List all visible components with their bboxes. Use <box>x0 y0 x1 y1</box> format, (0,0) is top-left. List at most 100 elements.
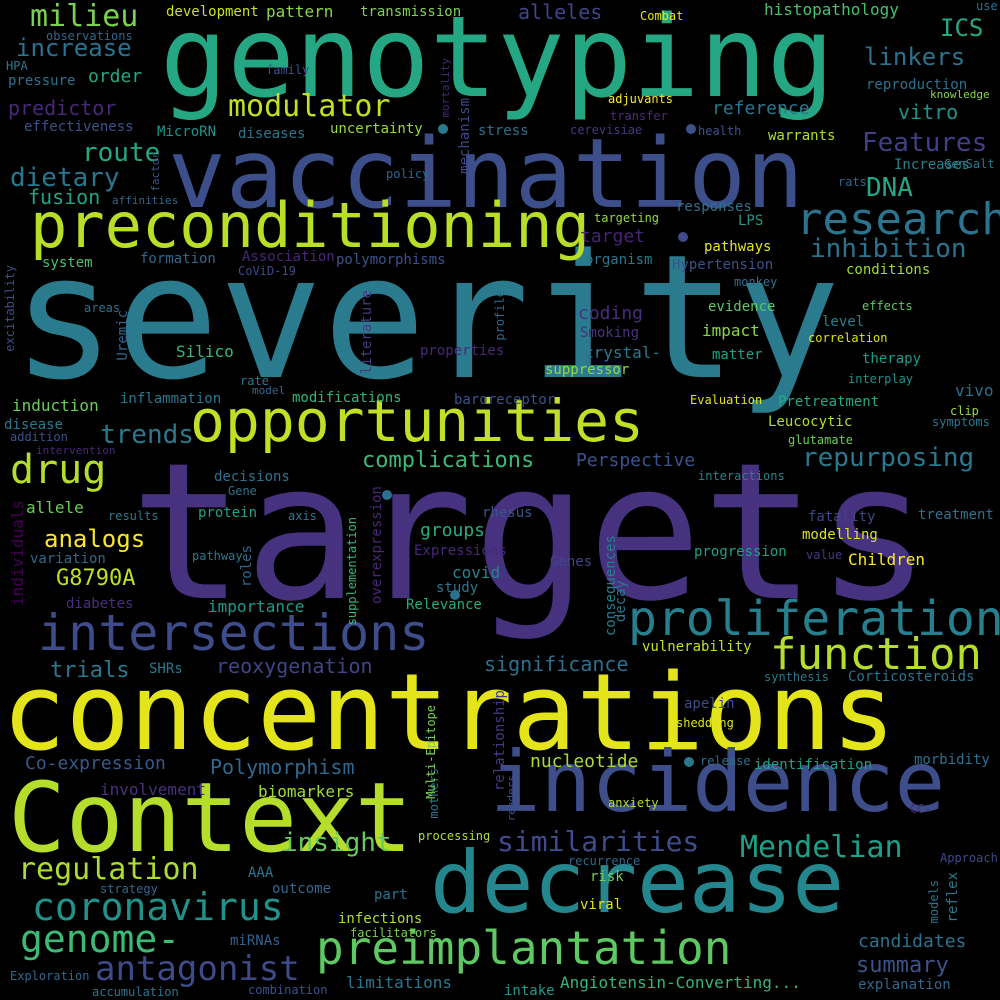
word-regulation: regulation <box>18 852 199 887</box>
word-combat: Combat <box>640 9 684 23</box>
word-morbidity: morbidity <box>914 752 990 768</box>
word-inflammation: inflammation <box>120 391 222 407</box>
word-children: Children <box>848 550 926 569</box>
word-proliferation: proliferation <box>628 591 1000 647</box>
word-crystal: crystal- <box>584 343 662 362</box>
word-combination: combination <box>248 983 328 997</box>
word-uncertainty: uncertainty <box>330 121 423 137</box>
word-diseases: diseases <box>238 126 306 142</box>
word-cerevisiae: cerevisiae <box>570 123 643 137</box>
word-intake: intake <box>504 983 555 999</box>
word-similarities: similarities <box>497 825 700 858</box>
word-repurposing: repurposing <box>802 443 975 473</box>
word-corticosteroids: Corticosteroids <box>848 669 975 685</box>
word-transmission: transmission <box>360 4 462 20</box>
word-polymorphisms: polymorphisms <box>336 252 446 268</box>
word-stress: stress <box>478 123 529 139</box>
word-progression: progression <box>694 544 787 560</box>
word-therapy: therapy <box>862 351 922 367</box>
word-rats: rats <box>838 175 867 189</box>
word-warrants: warrants <box>768 128 836 144</box>
word-limitations: limitations <box>346 973 452 992</box>
word-baroreceptor: baroreceptor <box>454 392 556 408</box>
word-expressions: Expressions <box>414 543 507 559</box>
word-properties: properties <box>420 343 505 359</box>
word-development: development <box>166 4 259 20</box>
word-decay: decay <box>613 580 629 623</box>
word-evidence: evidence <box>708 299 776 315</box>
word-groups: groups <box>420 520 486 541</box>
word-preimplantation: preimplantation <box>316 921 732 975</box>
word-health: health <box>698 124 742 138</box>
word-incidence: incidence <box>490 733 946 831</box>
word-gene: Gene <box>228 484 257 498</box>
word-trends: trends <box>100 420 194 450</box>
word-recurrence: recurrence <box>568 854 641 868</box>
word-significance: significance <box>484 652 629 676</box>
dot-mark <box>438 124 448 134</box>
word-decisions: decisions <box>214 469 290 485</box>
word-anxiety: anxiety <box>608 796 659 810</box>
dot-mark <box>450 590 460 600</box>
word-impact: impact <box>702 321 760 340</box>
word-reflex: reflex <box>945 872 961 923</box>
word-pretreatment: Pretreatment <box>778 394 880 410</box>
word-outcome: outcome <box>272 881 332 897</box>
word-diabetes: diabetes <box>66 596 134 612</box>
word-genome: genome- <box>20 917 181 961</box>
word-family: family <box>266 63 310 77</box>
word-g8790a: G8790A <box>56 566 136 591</box>
word-association: Association <box>242 249 335 265</box>
word-accumulation: accumulation <box>92 985 179 999</box>
word-decrease: decrease <box>430 833 845 933</box>
word-ics: ICS <box>940 14 984 42</box>
word-relevance: Relevance <box>406 597 482 613</box>
word-shrs: SHRs <box>149 661 183 677</box>
word-glutamate: glutamate <box>788 433 854 447</box>
word-modulator: modulator <box>228 89 391 124</box>
word-processing: processing <box>418 829 491 843</box>
word-policy: policy <box>386 167 430 181</box>
word-summary: summary <box>856 953 949 978</box>
word-pattern: pattern <box>266 2 334 21</box>
word-function: function <box>770 629 982 680</box>
word-mirnas: miRNAs <box>230 933 281 949</box>
word-inhibition: inhibition <box>810 234 967 264</box>
word-research: research <box>796 194 1000 245</box>
word-responses: responses <box>676 199 752 215</box>
word-leucocytic: Leucocytic <box>768 414 853 430</box>
word-correlation: correlation <box>808 331 888 345</box>
word-approach: Approach <box>940 851 998 865</box>
word-release: release <box>700 754 751 768</box>
word-increases: Increases <box>894 157 970 173</box>
word-adjuvants: adjuvants <box>608 92 674 106</box>
word-areas: areas <box>84 301 121 315</box>
word-induction: induction <box>12 396 99 415</box>
word-polymorphism: Polymorphism <box>210 755 355 779</box>
word-hpa: HPA <box>6 59 28 73</box>
word-literature: literature <box>359 290 375 375</box>
word-order: order <box>88 66 143 87</box>
word-transfer: transfer <box>610 109 668 123</box>
word-suppressor: suppressor <box>545 362 630 378</box>
word-system: system <box>42 255 93 271</box>
word-formation: formation <box>140 251 216 267</box>
word-pathway: pathway <box>192 549 243 563</box>
word-perspective: Perspective <box>576 450 696 471</box>
word-genotyping: genotyping <box>160 0 835 123</box>
word-modifications: modifications <box>292 390 402 406</box>
word-study: study <box>436 580 479 596</box>
word-variation: variation <box>30 551 106 567</box>
word-antagonist: antagonist <box>95 949 300 989</box>
word-uremic: Uremic <box>115 310 131 361</box>
word-increase: increase <box>16 34 132 62</box>
word-targets: targets <box>130 422 931 643</box>
word-vaccination: vaccination <box>168 118 804 230</box>
word-candidates: candidates <box>858 931 967 952</box>
word-cc: CC- <box>910 802 932 816</box>
word-milieu: milieu <box>30 0 139 34</box>
word-infections: infections <box>338 911 423 927</box>
word-factor: factor <box>149 152 162 192</box>
word-organism: organism <box>585 252 653 268</box>
word-coding: coding <box>578 303 644 324</box>
